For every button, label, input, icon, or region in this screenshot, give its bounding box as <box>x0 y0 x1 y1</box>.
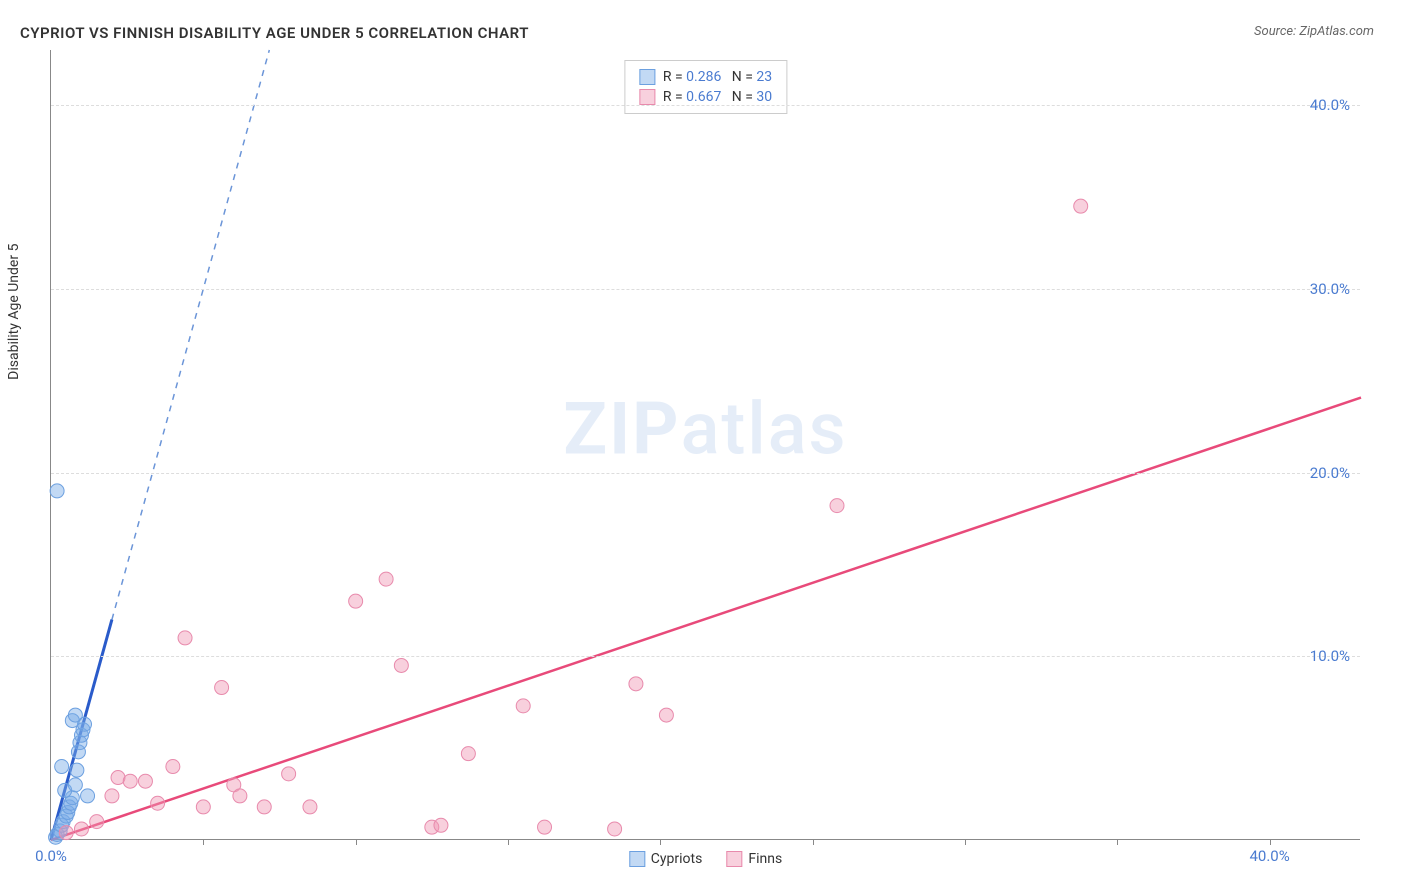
gridline <box>51 473 1360 474</box>
plot-area: ZIPatlas R = 0.286 N = 23 R = 0.667 N = … <box>50 50 1360 840</box>
y-tick-label: 40.0% <box>1310 96 1350 114</box>
legend-swatch-icon <box>726 851 742 867</box>
x-tick-label: 40.0% <box>1249 847 1289 865</box>
x-tick <box>508 839 509 845</box>
legend-label: Cypriots <box>651 851 703 867</box>
chart-title: CYPRIOT VS FINNISH DISABILITY AGE UNDER … <box>20 24 529 42</box>
y-tick-label: 30.0% <box>1310 280 1350 298</box>
y-tick-label: 10.0% <box>1310 647 1350 665</box>
legend-swatch-finns <box>639 89 655 105</box>
legend-row-cypriots: R = 0.286 N = 23 <box>639 67 772 87</box>
legend-item-cypriots: Cypriots <box>629 851 703 867</box>
gridline <box>51 289 1360 290</box>
scatter-svg <box>51 50 1360 839</box>
y-axis-label: Disability Age Under 5 <box>6 244 22 380</box>
legend-swatch-cypriots <box>639 69 655 85</box>
y-tick-label: 20.0% <box>1310 464 1350 482</box>
x-tick <box>1270 839 1271 845</box>
gridline <box>51 656 1360 657</box>
legend-row-finns: R = 0.667 N = 30 <box>639 87 772 107</box>
x-tick <box>660 839 661 845</box>
x-tick <box>965 839 966 845</box>
x-tick <box>1117 839 1118 845</box>
x-tick <box>203 839 204 845</box>
gridline <box>51 105 1360 106</box>
legend-swatch-icon <box>629 851 645 867</box>
legend-text-finns: R = 0.667 N = 30 <box>663 89 772 105</box>
series-legend: Cypriots Finns <box>629 851 782 867</box>
x-tick-label: 0.0% <box>35 847 67 865</box>
legend-text-cypriots: R = 0.286 N = 23 <box>663 69 772 85</box>
x-tick <box>813 839 814 845</box>
source-attribution: Source: ZipAtlas.com <box>1254 24 1374 39</box>
legend-item-finns: Finns <box>726 851 782 867</box>
legend-label: Finns <box>748 851 782 867</box>
x-tick <box>356 839 357 845</box>
